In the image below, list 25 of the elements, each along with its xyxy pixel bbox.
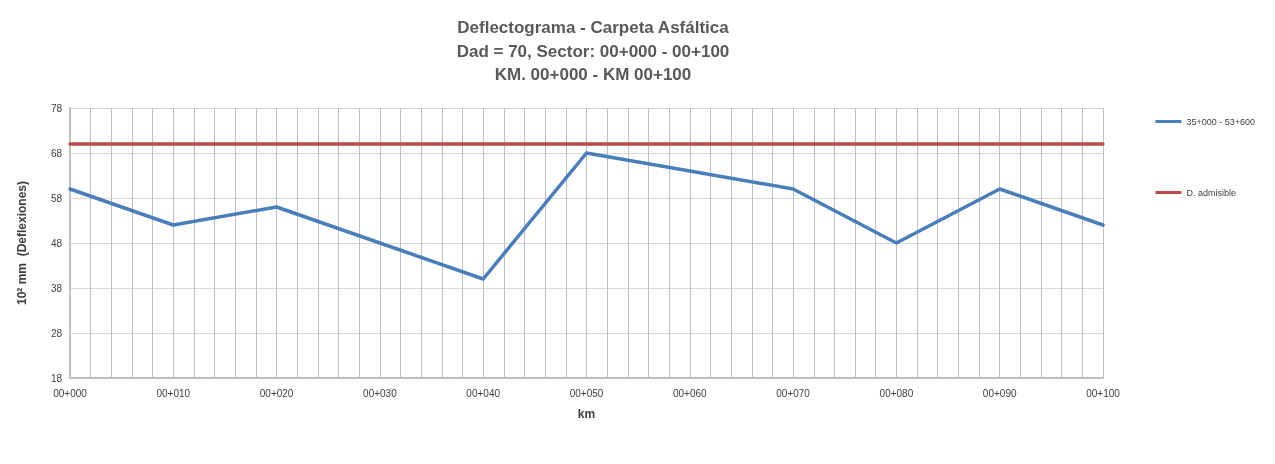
x-tick-label: 00+070 <box>776 387 811 399</box>
y-tick-label: 48 <box>50 237 63 249</box>
x-tick-label: 00+100 <box>1086 387 1121 399</box>
y-tick-label: 18 <box>50 372 63 384</box>
y-tick-label: 28 <box>50 327 63 339</box>
line-series <box>68 151 1105 281</box>
x-tick-label: 00+000 <box>53 387 88 399</box>
y-tick-label: 38 <box>50 282 63 294</box>
x-tick-label: 00+030 <box>363 387 398 399</box>
x-tick-label: 00+050 <box>569 387 604 399</box>
x-tick-label: 00+010 <box>156 387 191 399</box>
legend-label: D. admisible <box>1186 187 1236 198</box>
x-tick-label: 00+060 <box>672 387 708 399</box>
x-tick-label: 00+090 <box>982 387 1017 399</box>
legend-label: 35+000 - 53+600 <box>1186 116 1256 127</box>
y-tick-label: 58 <box>50 192 63 204</box>
x-axis-title: km <box>577 407 596 421</box>
y-tick-label: 78 <box>50 102 63 114</box>
x-tick-label: 00+020 <box>259 387 294 399</box>
chart-subtitle: Dad = 70, Sector: 00+000 - 00+100 KM. 00+000 - KM 00+100 <box>456 42 730 84</box>
x-tick-label: 00+040 <box>466 387 501 399</box>
y-tick-label: 68 <box>50 147 63 159</box>
x-tick-label: 00+080 <box>879 387 914 399</box>
chart-title: Deflectograma - Carpeta Asfáltica <box>457 18 730 37</box>
y-axis-title: 10² mm (Deflexiones) <box>15 180 29 306</box>
